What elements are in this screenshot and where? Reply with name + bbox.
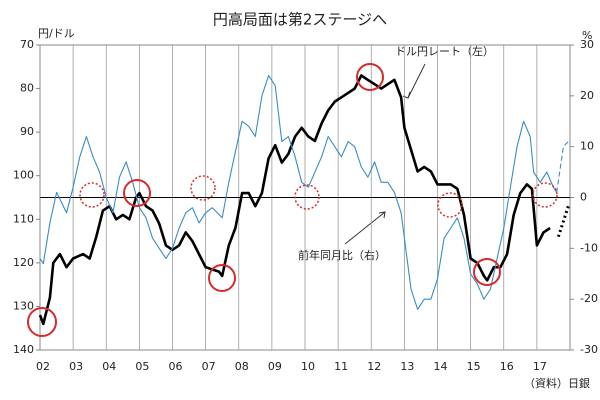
x-tick-label: 13 <box>400 360 414 373</box>
x-tick-label: 04 <box>102 360 116 373</box>
y2-tick-label: 30 <box>580 38 594 51</box>
highlight-circle <box>437 192 463 218</box>
x-tick-label: 08 <box>235 360 249 373</box>
x-tick-label: 17 <box>533 360 547 373</box>
x-tick-label: 02 <box>36 360 50 373</box>
x-tick-label: 05 <box>135 360 149 373</box>
annotation: ドル円レート（左） <box>395 45 494 58</box>
x-tick-label: 15 <box>467 360 481 373</box>
y-tick-label: 90 <box>20 125 34 138</box>
y2-tick-label: 20 <box>580 89 594 102</box>
highlight-circle <box>356 63 384 91</box>
highlight-circle <box>473 258 501 286</box>
chart-title: 円高局面は第2ステージへ <box>213 11 387 29</box>
highlight-circle <box>208 264 236 292</box>
x-tick-label: 09 <box>268 360 282 373</box>
x-tick-label: 03 <box>69 360 83 373</box>
y2-axis-title: % <box>582 29 592 42</box>
series-line <box>556 141 569 193</box>
y2-tick-label: -20 <box>580 292 598 305</box>
y2-tick-label: 10 <box>580 140 594 153</box>
y-tick-label: 80 <box>20 82 34 95</box>
highlight-circle <box>532 182 558 208</box>
annotation: 前年同月比（右） <box>298 248 386 262</box>
x-tick-label: 10 <box>301 360 315 373</box>
highlight-circle <box>79 182 105 208</box>
x-tick-label: 12 <box>367 360 381 373</box>
highlight-circles <box>27 63 558 337</box>
series-line <box>556 205 570 238</box>
highlight-circle <box>294 184 320 210</box>
series-line <box>39 74 558 310</box>
x-tick-label: 07 <box>202 360 216 373</box>
highlight-circle <box>123 179 151 207</box>
annotation-arrow <box>407 63 426 99</box>
series-line <box>38 74 551 326</box>
y2-tick-label: -30 <box>580 343 598 356</box>
source-note: （資料）日銀 <box>524 376 590 390</box>
y2-tick-label: 0 <box>580 191 587 204</box>
x-tick-label: 06 <box>169 360 183 373</box>
x-tick-label: 16 <box>500 360 514 373</box>
annotation-arrow <box>344 211 386 245</box>
y-tick-label: 70 <box>20 38 34 51</box>
y-axis-title: 円/ドル <box>38 27 75 40</box>
annotation-arrowhead <box>378 211 386 219</box>
highlight-circle <box>190 175 216 201</box>
y-tick-label: 100 <box>13 169 34 182</box>
highlight-circle <box>27 307 57 337</box>
y-tick-label: 130 <box>13 299 34 312</box>
y-tick-label: 120 <box>13 256 34 269</box>
y-tick-label: 140 <box>13 343 34 356</box>
x-tick-label: 14 <box>434 360 448 373</box>
y-tick-label: 110 <box>13 212 34 225</box>
x-tick-label: 11 <box>334 360 348 373</box>
y2-tick-label: -10 <box>580 241 598 254</box>
